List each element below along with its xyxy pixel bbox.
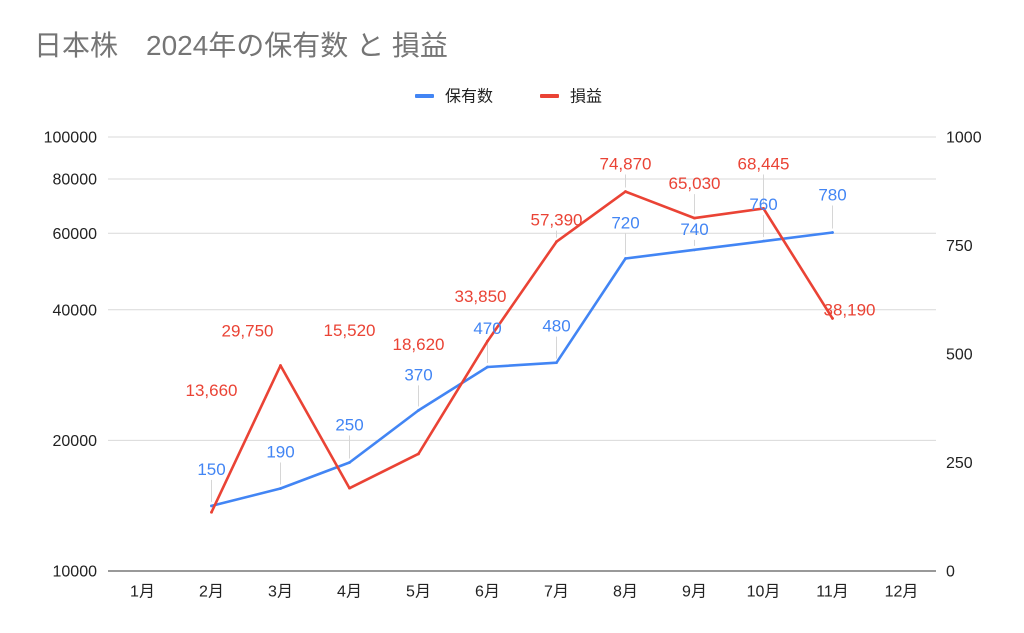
profit-loss-data-label: 74,870 bbox=[600, 155, 652, 174]
profit-loss-point bbox=[417, 452, 420, 456]
holdings-point bbox=[693, 248, 696, 252]
profit-loss-data-label: 18,620 bbox=[393, 335, 445, 354]
holdings-data-label: 780 bbox=[818, 185, 846, 204]
x-tick-label: 1月 bbox=[130, 584, 155, 601]
holdings-point bbox=[417, 409, 420, 412]
holdings-data-label: 190 bbox=[266, 442, 294, 461]
profit-loss-data-label: 57,390 bbox=[531, 211, 583, 230]
holdings-point bbox=[210, 504, 213, 508]
profit-loss-point bbox=[762, 207, 765, 210]
profit-loss-data-label: 65,030 bbox=[669, 174, 721, 193]
data-label-leaders bbox=[211, 174, 833, 502]
y-left-tick-label: 20000 bbox=[53, 433, 98, 450]
profit-loss-point bbox=[555, 240, 558, 244]
holdings-point bbox=[762, 239, 765, 243]
x-tick-label: 8月 bbox=[613, 584, 638, 601]
x-tick-label: 12月 bbox=[885, 584, 919, 601]
x-tick-label: 11月 bbox=[816, 584, 849, 601]
legend-label-profit-loss: 損益 bbox=[570, 88, 602, 106]
x-tick-label: 2月 bbox=[199, 584, 224, 601]
profit-loss-data-label: 33,850 bbox=[455, 287, 507, 306]
series-lines bbox=[210, 190, 834, 514]
profit-loss-line bbox=[210, 190, 834, 514]
y-right-tick-label: 500 bbox=[946, 347, 973, 364]
x-axis: 1月 2月 3月 4月 5月 6月 7月 8月 9月 10月 11月 12月 bbox=[130, 584, 918, 601]
profit-loss-point bbox=[279, 364, 282, 367]
holdings-point bbox=[486, 365, 489, 369]
holdings-point bbox=[555, 361, 558, 365]
profit-loss-data-label: 29,750 bbox=[222, 321, 274, 340]
holdings-point bbox=[831, 231, 834, 234]
y-left-tick-label: 40000 bbox=[53, 302, 98, 319]
profit-loss-data-label: 68,445 bbox=[738, 154, 790, 173]
y-left-tick-label: 60000 bbox=[53, 226, 98, 243]
gridlines bbox=[108, 136, 936, 572]
x-tick-label: 6月 bbox=[475, 584, 500, 601]
holdings-data-label: 480 bbox=[542, 317, 570, 336]
y-left-tick-label: 80000 bbox=[53, 172, 98, 189]
profit-loss-point bbox=[348, 486, 351, 490]
y-left-tick-label: 100000 bbox=[44, 130, 97, 147]
legend-swatch-profit-loss bbox=[540, 94, 559, 98]
holdings-data-label: 150 bbox=[197, 460, 225, 479]
x-tick-label: 5月 bbox=[406, 584, 431, 601]
x-tick-label: 7月 bbox=[544, 584, 569, 601]
holdings-point bbox=[279, 487, 282, 490]
profit-loss-point bbox=[831, 317, 834, 320]
legend-label-holdings: 保有数 bbox=[445, 88, 493, 106]
holdings-data-label: 250 bbox=[335, 415, 363, 434]
y-right-tick-label: 1000 bbox=[946, 130, 982, 147]
x-tick-label: 9月 bbox=[682, 584, 707, 601]
right-axis: 0 250 500 750 1000 bbox=[946, 130, 982, 581]
profit-loss-point bbox=[624, 190, 627, 193]
profit-loss-data-label: 13,660 bbox=[186, 381, 238, 400]
y-left-tick-label: 10000 bbox=[53, 564, 98, 581]
y-right-tick-label: 250 bbox=[946, 455, 973, 472]
y-right-tick-label: 750 bbox=[946, 238, 973, 255]
legend-swatch-holdings bbox=[415, 94, 434, 98]
left-axis: 10000 20000 40000 60000 80000 100000 bbox=[44, 130, 97, 581]
holdings-data-label: 720 bbox=[611, 213, 639, 232]
profit-loss-point bbox=[486, 339, 489, 343]
legend: 保有数 損益 bbox=[415, 88, 602, 106]
holdings-point bbox=[624, 257, 627, 260]
profit-loss-point bbox=[693, 216, 696, 220]
profit-loss-point bbox=[210, 510, 213, 514]
x-tick-label: 10月 bbox=[747, 584, 781, 601]
data-labels: 150 190 250 370 470 480 720 740 760 780 13,660 29,7… bbox=[186, 154, 876, 478]
y-right-tick-label: 0 bbox=[946, 564, 955, 581]
holdings-data-label: 470 bbox=[473, 319, 501, 338]
holdings-line bbox=[210, 231, 834, 508]
profit-loss-data-label: 38,190 bbox=[824, 300, 876, 319]
holdings-data-label: 760 bbox=[749, 195, 777, 214]
profit-loss-data-label: 15,520 bbox=[324, 321, 376, 340]
x-tick-label: 3月 bbox=[268, 584, 293, 601]
holdings-data-label: 370 bbox=[404, 365, 432, 384]
x-tick-label: 4月 bbox=[337, 584, 362, 601]
holdings-data-label: 740 bbox=[680, 220, 708, 239]
holdings-point bbox=[348, 461, 351, 464]
chart-title: 日本株 2024年の保有数 と 損益 bbox=[34, 30, 448, 61]
